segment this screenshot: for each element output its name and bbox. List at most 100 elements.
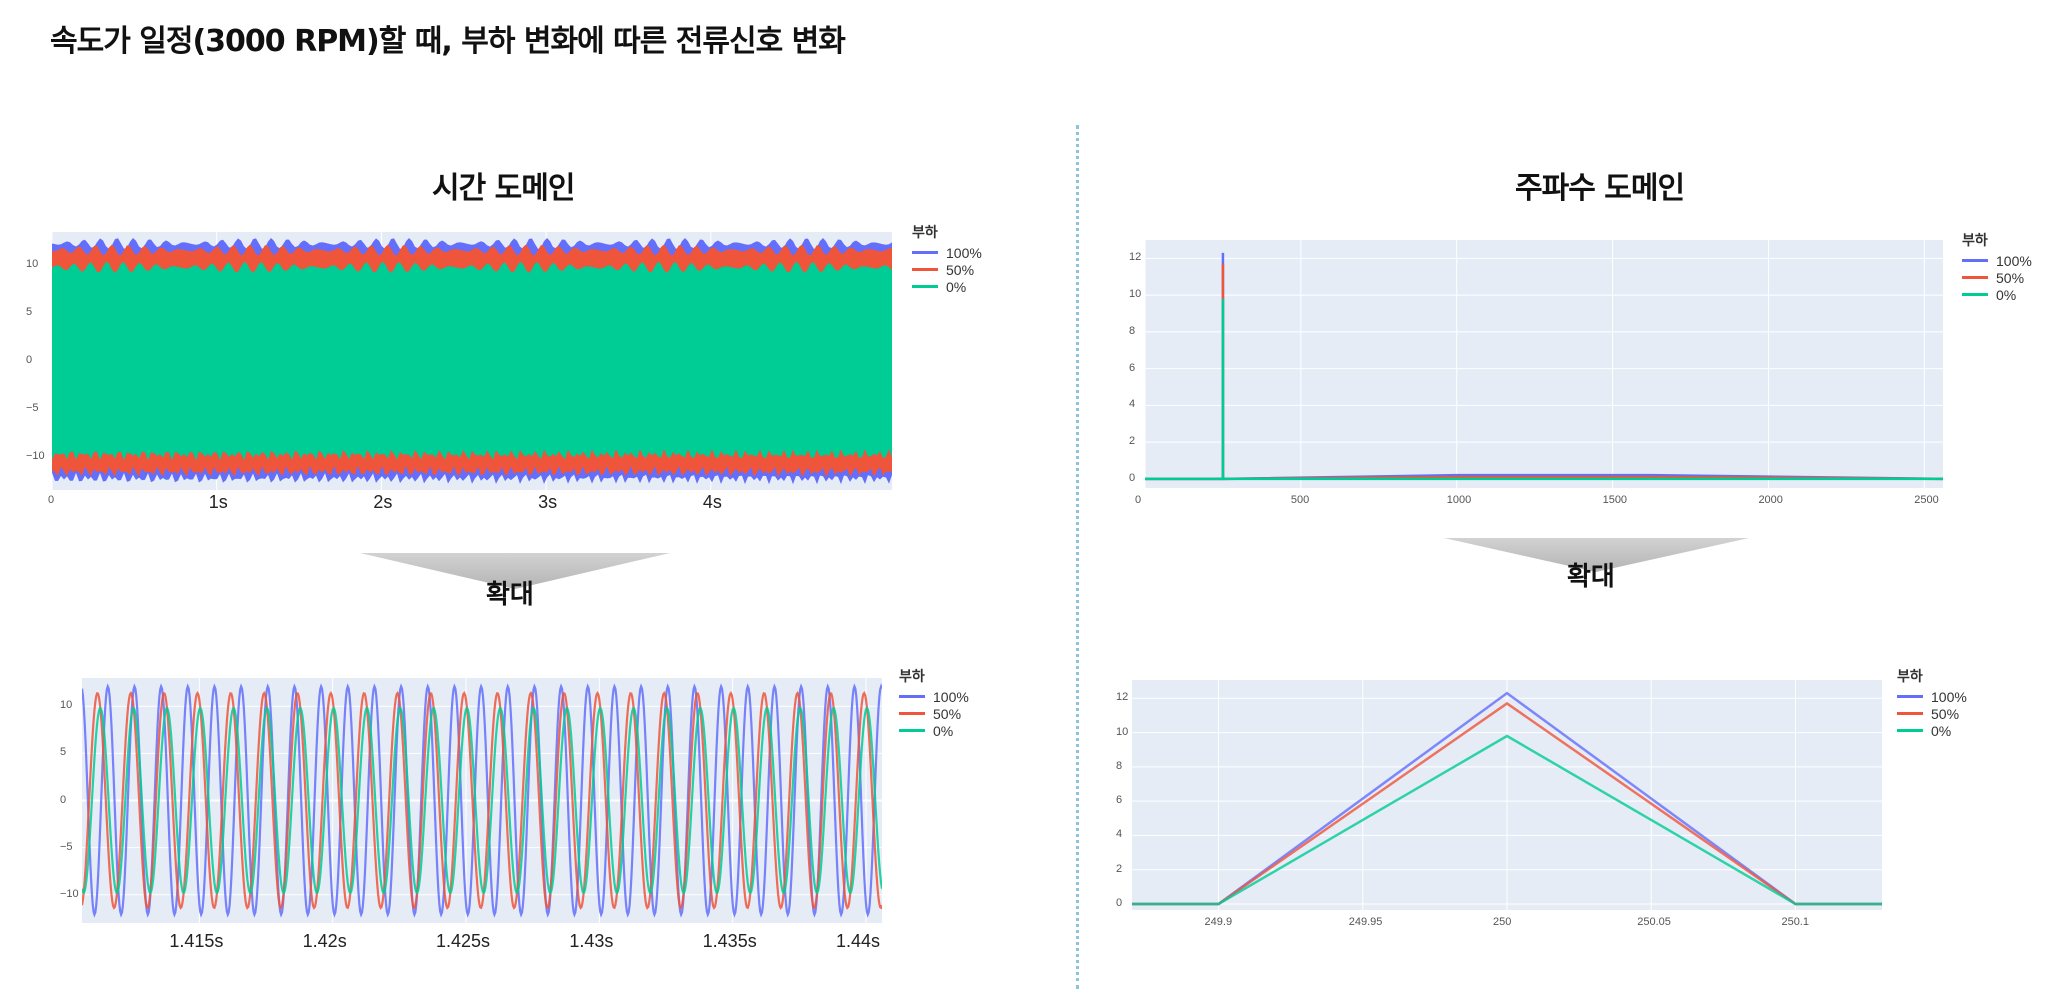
y-tick-label: 0 <box>1116 897 1123 909</box>
legend-title: 부하 <box>912 224 938 240</box>
legend-item-50[interactable]: 50% <box>912 261 982 278</box>
y-tick-label: 2 <box>1129 435 1136 448</box>
legend-item-0[interactable]: 0% <box>899 722 969 739</box>
y-tick-label: 8 <box>1116 759 1123 772</box>
legend-item-100[interactable]: 100% <box>912 244 982 261</box>
y-tick-label: 6 <box>1116 794 1123 807</box>
legend-title: 부하 <box>1962 232 1988 248</box>
y-tick-label: 0 <box>26 354 33 366</box>
y-tick-label: −5 <box>60 840 73 853</box>
y-tick-label: 2 <box>1116 862 1123 875</box>
y-tick-label: −5 <box>26 401 39 414</box>
zoom-label-left: 확대 <box>486 580 534 610</box>
frequency-domain-legend: 부하 100% 50% 0% <box>1962 230 2032 303</box>
frequency-domain-zoom-chart <box>1132 680 1882 910</box>
y-tick-label: 0 <box>1129 471 1136 484</box>
legend-label: 100% <box>946 244 982 261</box>
legend-item-100[interactable]: 100% <box>1897 688 1967 705</box>
x-tick-label: 1500 <box>1602 494 1628 506</box>
x-tick-label: 4s <box>702 492 722 512</box>
x-tick-label: 2s <box>373 492 393 512</box>
zoom-arrow-right <box>1444 538 1749 572</box>
legend-item-0[interactable]: 0% <box>912 278 982 295</box>
legend-item-50[interactable]: 50% <box>1962 269 2032 286</box>
legend-item-0[interactable]: 0% <box>1897 722 1967 739</box>
legend-label: 0% <box>946 278 967 295</box>
y-tick-label: −10 <box>60 887 79 900</box>
series-0-wave <box>82 706 882 895</box>
x-tick-label: 1.44s <box>836 931 881 951</box>
y-tick-label: 12 <box>1116 691 1129 704</box>
x-tick-label: 1.425s <box>436 931 491 951</box>
y-tick-label: 10 <box>26 258 39 271</box>
x-tick-label: 0 <box>48 494 55 506</box>
legend-label: 100% <box>933 688 969 705</box>
series-0-line <box>1145 298 1943 481</box>
x-tick-label: 249.95 <box>1348 916 1383 928</box>
y-tick-label: 12 <box>1129 251 1142 264</box>
frequency-domain-zoom-legend: 부하 100% 50% 0% <box>1897 666 1967 739</box>
x-tick-label: 1.415s <box>169 931 224 951</box>
plot-svg <box>52 232 892 490</box>
x-tick-label: 1.43s <box>569 931 614 951</box>
page-title: 속도가 일정(3000 RPM)할 때, 부하 변화에 따른 전류신호 변화 <box>50 24 846 59</box>
frequency-domain-heading: 주파수 도메인 <box>1515 171 1685 206</box>
frequency-domain-chart <box>1145 240 1943 488</box>
zoom-label-right: 확대 <box>1567 562 1615 592</box>
legend-item-50[interactable]: 50% <box>899 705 969 722</box>
y-tick-label: 0 <box>60 793 67 806</box>
x-tick-label: 3s <box>538 492 558 512</box>
series-50-wave <box>82 690 882 910</box>
series-100-line <box>1145 252 1943 481</box>
x-tick-label: 1.435s <box>702 931 757 951</box>
x-tick-label: 500 <box>1290 494 1310 506</box>
plot-svg <box>1145 240 1943 488</box>
section-divider <box>1076 125 1079 989</box>
legend-label: 0% <box>933 722 954 739</box>
legend-item-100[interactable]: 100% <box>1962 252 2032 269</box>
legend-item-0[interactable]: 0% <box>1962 286 2032 303</box>
plot-svg <box>1132 680 1882 910</box>
y-tick-label: 4 <box>1129 398 1136 411</box>
legend-item-100[interactable]: 100% <box>899 688 969 705</box>
zoom-arrow-left <box>360 553 670 589</box>
y-tick-label: 10 <box>60 699 73 712</box>
legend-label: 50% <box>946 261 975 278</box>
legend-title: 부하 <box>899 668 925 684</box>
x-tick-label: 2000 <box>1758 494 1783 506</box>
legend-item-50[interactable]: 50% <box>1897 705 1967 722</box>
plot-svg <box>82 678 882 923</box>
x-tick-label: 1000 <box>1446 494 1472 506</box>
x-tick-label: 249.9 <box>1204 916 1233 928</box>
y-tick-label: 10 <box>1116 725 1129 738</box>
time-domain-zoom-legend: 부하 100% 50% 0% <box>899 666 969 739</box>
series-100-wave <box>82 683 882 918</box>
y-tick-label: 5 <box>26 306 33 319</box>
y-tick-label: 10 <box>1129 288 1142 301</box>
time-domain-heading: 시간 도메인 <box>432 171 575 206</box>
legend-title: 부하 <box>1897 668 1923 684</box>
legend-label: 50% <box>1931 705 1960 722</box>
time-domain-zoom-chart <box>82 678 882 923</box>
x-tick-label: 1.42s <box>302 931 347 951</box>
x-tick-label: 0 <box>1135 494 1142 506</box>
time-domain-chart <box>52 232 892 490</box>
series-50-line <box>1145 263 1943 481</box>
x-tick-label: 2500 <box>1914 494 1939 506</box>
legend-label: 100% <box>1931 688 1967 705</box>
series-0-trace <box>52 261 892 461</box>
legend-label: 100% <box>1996 252 2032 269</box>
x-tick-label: 250.05 <box>1637 916 1671 928</box>
y-tick-label: 8 <box>1129 324 1136 337</box>
x-tick-label: 1s <box>208 492 228 512</box>
x-tick-label: 250 <box>1493 916 1512 928</box>
x-tick-label: 250.1 <box>1781 916 1809 928</box>
legend-label: 50% <box>1996 269 2025 286</box>
series-0-line <box>1132 734 1882 906</box>
y-tick-label: −10 <box>26 449 45 462</box>
y-tick-label: 5 <box>60 746 67 759</box>
legend-label: 0% <box>1931 722 1952 739</box>
y-tick-label: 6 <box>1129 361 1136 374</box>
time-domain-legend: 부하 100% 50% 0% <box>912 222 982 295</box>
legend-label: 0% <box>1996 286 2017 303</box>
